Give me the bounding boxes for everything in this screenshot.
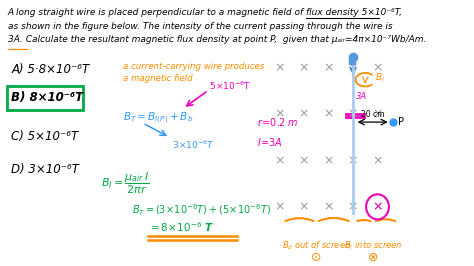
Text: ×: × [274,108,284,121]
Text: ×: × [348,154,358,167]
Text: ⊗: ⊗ [368,251,378,264]
Text: ×: × [372,200,383,213]
Text: $B_I = \dfrac{\mu_{air}\,I}{2\pi r}$: $B_I = \dfrac{\mu_{air}\,I}{2\pi r}$ [101,170,150,196]
Text: P: P [398,117,404,127]
Text: ×: × [323,108,334,121]
Text: 20 cm: 20 cm [361,110,385,119]
Text: ×: × [299,154,309,167]
Text: $B_I$ into screen: $B_I$ into screen [344,240,402,252]
Text: ×: × [372,62,383,75]
Text: ×: × [323,62,334,75]
Text: ×: × [348,108,358,121]
Text: $3\!\times\!10^{-6}$T: $3\!\times\!10^{-6}$T [172,138,215,151]
Text: a current-carrying wire produces: a current-carrying wire produces [123,62,265,71]
Text: ⊙: ⊙ [311,251,321,264]
Text: ×: × [323,154,334,167]
Text: D) 3×10⁻⁶T: D) 3×10⁻⁶T [11,163,79,176]
Text: a magnetic field: a magnetic field [123,74,193,83]
Text: A) 5·8×10⁻⁶T: A) 5·8×10⁻⁶T [11,63,89,76]
Text: $B_T = B_{I(P)} + B_b$: $B_T = B_{I(P)} + B_b$ [123,110,194,126]
Text: B) 8×10⁻⁶T: B) 8×10⁻⁶T [11,92,83,105]
Text: $= 8\!\times\!10^{-6}$ T: $= 8\!\times\!10^{-6}$ T [148,220,214,234]
Text: ×: × [299,108,309,121]
Text: ×: × [348,200,358,213]
Text: ×: × [274,62,284,75]
Text: $I\!=\!3$A: $I\!=\!3$A [256,136,283,148]
Text: $B_I$: $B_I$ [375,72,385,84]
Text: A long straight wire is placed perpendicular to a magnetic field of flux density: A long straight wire is placed perpendic… [8,9,403,17]
Text: ×: × [372,154,383,167]
Text: ×: × [372,200,383,213]
Text: C) 5×10⁻⁶T: C) 5×10⁻⁶T [11,130,78,143]
Text: $r\!=\!0.2$ m: $r\!=\!0.2$ m [256,116,298,128]
Text: ×: × [274,154,284,167]
Text: $5\!\times\!10^{-6}$T: $5\!\times\!10^{-6}$T [209,79,252,92]
Text: 3A. Calculate the resultant magnetic flux density at point P,  given that μₐᵢᵣ=4: 3A. Calculate the resultant magnetic flu… [8,35,426,44]
Text: ×: × [274,200,284,213]
Text: ×: × [348,62,358,75]
Text: ×: × [299,200,309,213]
Text: as shown in the figure below. The intensity of the current passing through the w: as shown in the figure below. The intens… [8,22,392,31]
Text: 3A: 3A [356,92,367,101]
Text: $B_b$ out of screen: $B_b$ out of screen [282,240,351,252]
Text: $B_T = (3\!\times\!10^{-6}$T$)+(5\!\times\!10^{-6}$T$)$: $B_T = (3\!\times\!10^{-6}$T$)+(5\!\time… [132,203,271,218]
Text: ×: × [299,62,309,75]
Text: ×: × [323,200,334,213]
Text: ×: × [372,108,383,121]
